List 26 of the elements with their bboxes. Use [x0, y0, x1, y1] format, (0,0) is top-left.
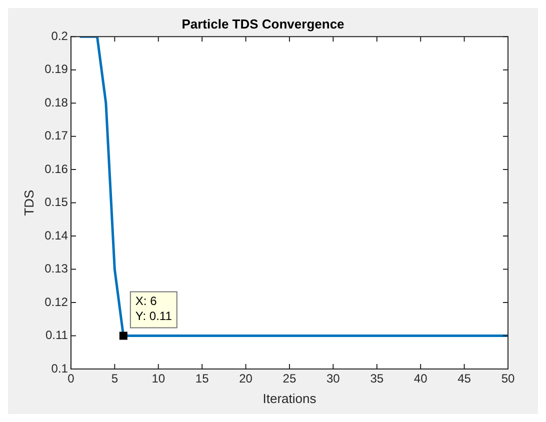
y-tick-label: 0.12	[44, 294, 68, 309]
x-tick-label: 0	[68, 372, 75, 386]
y-tick-label: 0.11	[45, 328, 68, 342]
x-tick-label: 20	[239, 372, 253, 386]
y-tick-label: 0.13	[44, 262, 68, 276]
x-tick-label: 50	[501, 372, 515, 386]
x-axis-title: Iterations	[262, 390, 317, 406]
y-tick-label: 0.2	[51, 28, 68, 43]
annotation: X: 6 Y: 0.11	[135, 294, 172, 324]
y-tick-label: 0.15	[44, 195, 68, 210]
x-tick-label: 30	[326, 372, 340, 386]
y-tick-label: 0.14	[44, 228, 68, 242]
y-tick-label: 0.19	[44, 62, 68, 76]
y-tick-label: 0.17	[44, 128, 68, 143]
y-axis-title: TDS	[21, 189, 36, 216]
x-tick-label: 45	[458, 372, 472, 386]
x-tick-label: 5	[111, 372, 118, 386]
y-tick-label: 0.1	[51, 361, 68, 376]
y-tick-label: 0.16	[44, 162, 68, 176]
x-tick-label: 35	[370, 372, 384, 386]
x-tick-label: 15	[195, 372, 210, 386]
x-tick-label: 40	[414, 372, 428, 386]
chart-title: Particle TDS Convergence	[182, 16, 344, 32]
x-tick-label: 10	[152, 372, 166, 386]
x-tick-label: 25	[282, 372, 296, 386]
y-tick-label: 0.18	[44, 95, 68, 110]
